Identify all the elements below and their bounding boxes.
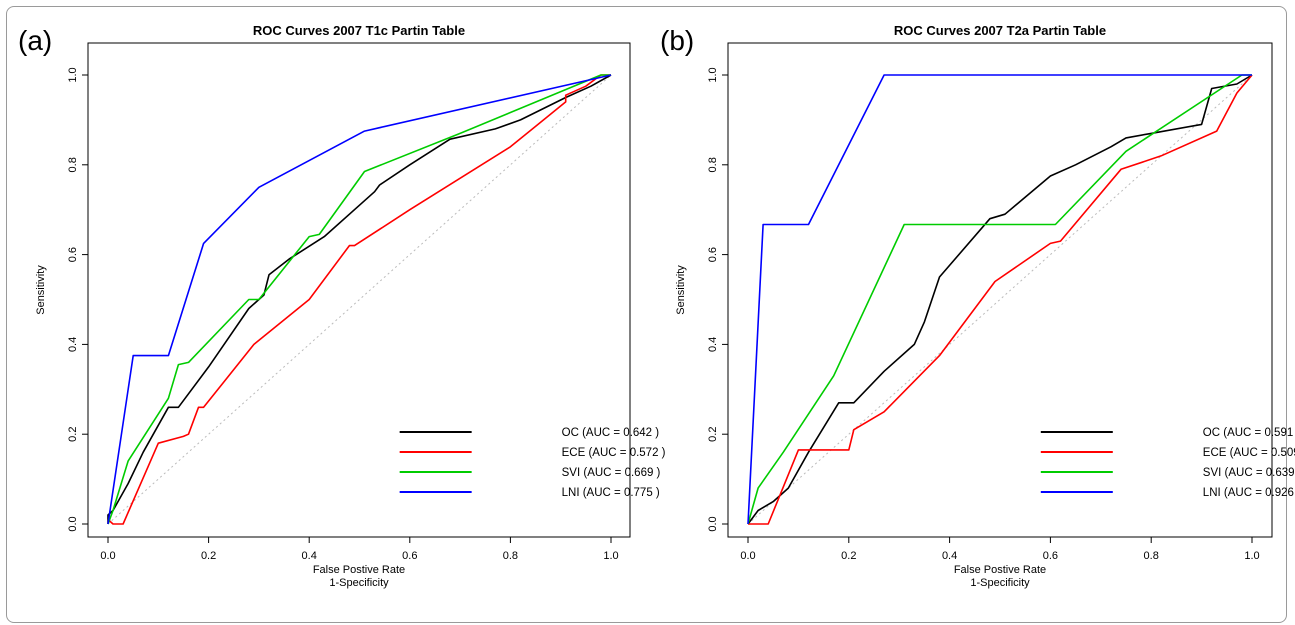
x-tick-label: 0.0: [740, 550, 755, 562]
series-line-ece: [107, 74, 611, 525]
legend-label: ECE (AUC = 0.509 ): [1203, 447, 1295, 459]
y-tick-label: 0.8: [67, 157, 79, 172]
x-tick-label: 0.6: [402, 550, 417, 562]
series-line-oc: [747, 74, 1253, 525]
panel-label: (a): [18, 25, 52, 56]
legend-label: ECE (AUC = 0.572 ): [562, 447, 666, 459]
series-line-svi: [107, 74, 611, 525]
y-tick-label: 1.0: [707, 67, 719, 82]
y-tick-label: 0.2: [67, 427, 79, 442]
plot-area: [727, 42, 1273, 538]
x-tick-label: 0.4: [942, 550, 957, 562]
chart-panel-b: [722, 42, 1273, 543]
x-tick-label: 0.0: [100, 550, 115, 562]
x-tick-label: 0.8: [1144, 550, 1159, 562]
series-line-oc: [107, 74, 612, 524]
figure-frame: [6, 6, 1287, 623]
y-tick-label: 0.6: [707, 247, 719, 262]
legend-label: OC (AUC = 0.642 ): [562, 427, 660, 439]
x-tick-label: 0.8: [503, 550, 518, 562]
legend-label: LNI (AUC = 0.775 ): [562, 487, 660, 499]
y-tick-label: 1.0: [67, 67, 79, 82]
diagonal-reference-line: [747, 74, 1253, 525]
panel-label: (b): [660, 25, 694, 56]
y-tick-label: 0.4: [67, 337, 79, 352]
x-tick-label: 1.0: [1244, 550, 1259, 562]
series-line-lni: [747, 74, 1252, 525]
x-tick-label: 0.2: [841, 550, 856, 562]
x-tick-label: 0.2: [201, 550, 216, 562]
series-line-lni: [107, 74, 612, 525]
chart-title: ROC Curves 2007 T2a Partin Table: [894, 23, 1106, 38]
x-tick-label: 0.6: [1043, 550, 1058, 562]
y-tick-label: 0.2: [707, 427, 719, 442]
chart-panel-a: [82, 42, 631, 543]
x-axis-subtitle: 1-Specificity: [329, 577, 389, 589]
chart-title: ROC Curves 2007 T1c Partin Table: [253, 23, 465, 38]
y-tick-label: 0.6: [67, 247, 79, 262]
legend-label: OC (AUC = 0.591 ): [1203, 427, 1295, 439]
series-line-svi: [747, 74, 1252, 525]
legend-label: SVI (AUC = 0.669 ): [562, 467, 661, 479]
y-axis-title: Sensitivity: [675, 265, 687, 315]
legend-label: SVI (AUC = 0.639 ): [1203, 467, 1295, 479]
y-axis-title: Sensitivity: [35, 265, 47, 315]
x-tick-label: 1.0: [603, 550, 618, 562]
x-axis-subtitle: 1-Specificity: [970, 577, 1030, 589]
x-axis-title: False Postive Rate: [313, 564, 405, 576]
diagonal-reference-line: [107, 74, 612, 525]
y-tick-label: 0.0: [67, 516, 79, 531]
x-tick-label: 0.4: [302, 550, 317, 562]
y-tick-label: 0.8: [707, 157, 719, 172]
series-line-ece: [748, 74, 1253, 525]
plot-area: [87, 42, 631, 538]
y-tick-label: 0.4: [707, 337, 719, 352]
x-axis-title: False Postive Rate: [954, 564, 1046, 576]
legend-label: LNI (AUC = 0.926 ): [1203, 487, 1295, 499]
y-tick-label: 0.0: [707, 516, 719, 531]
